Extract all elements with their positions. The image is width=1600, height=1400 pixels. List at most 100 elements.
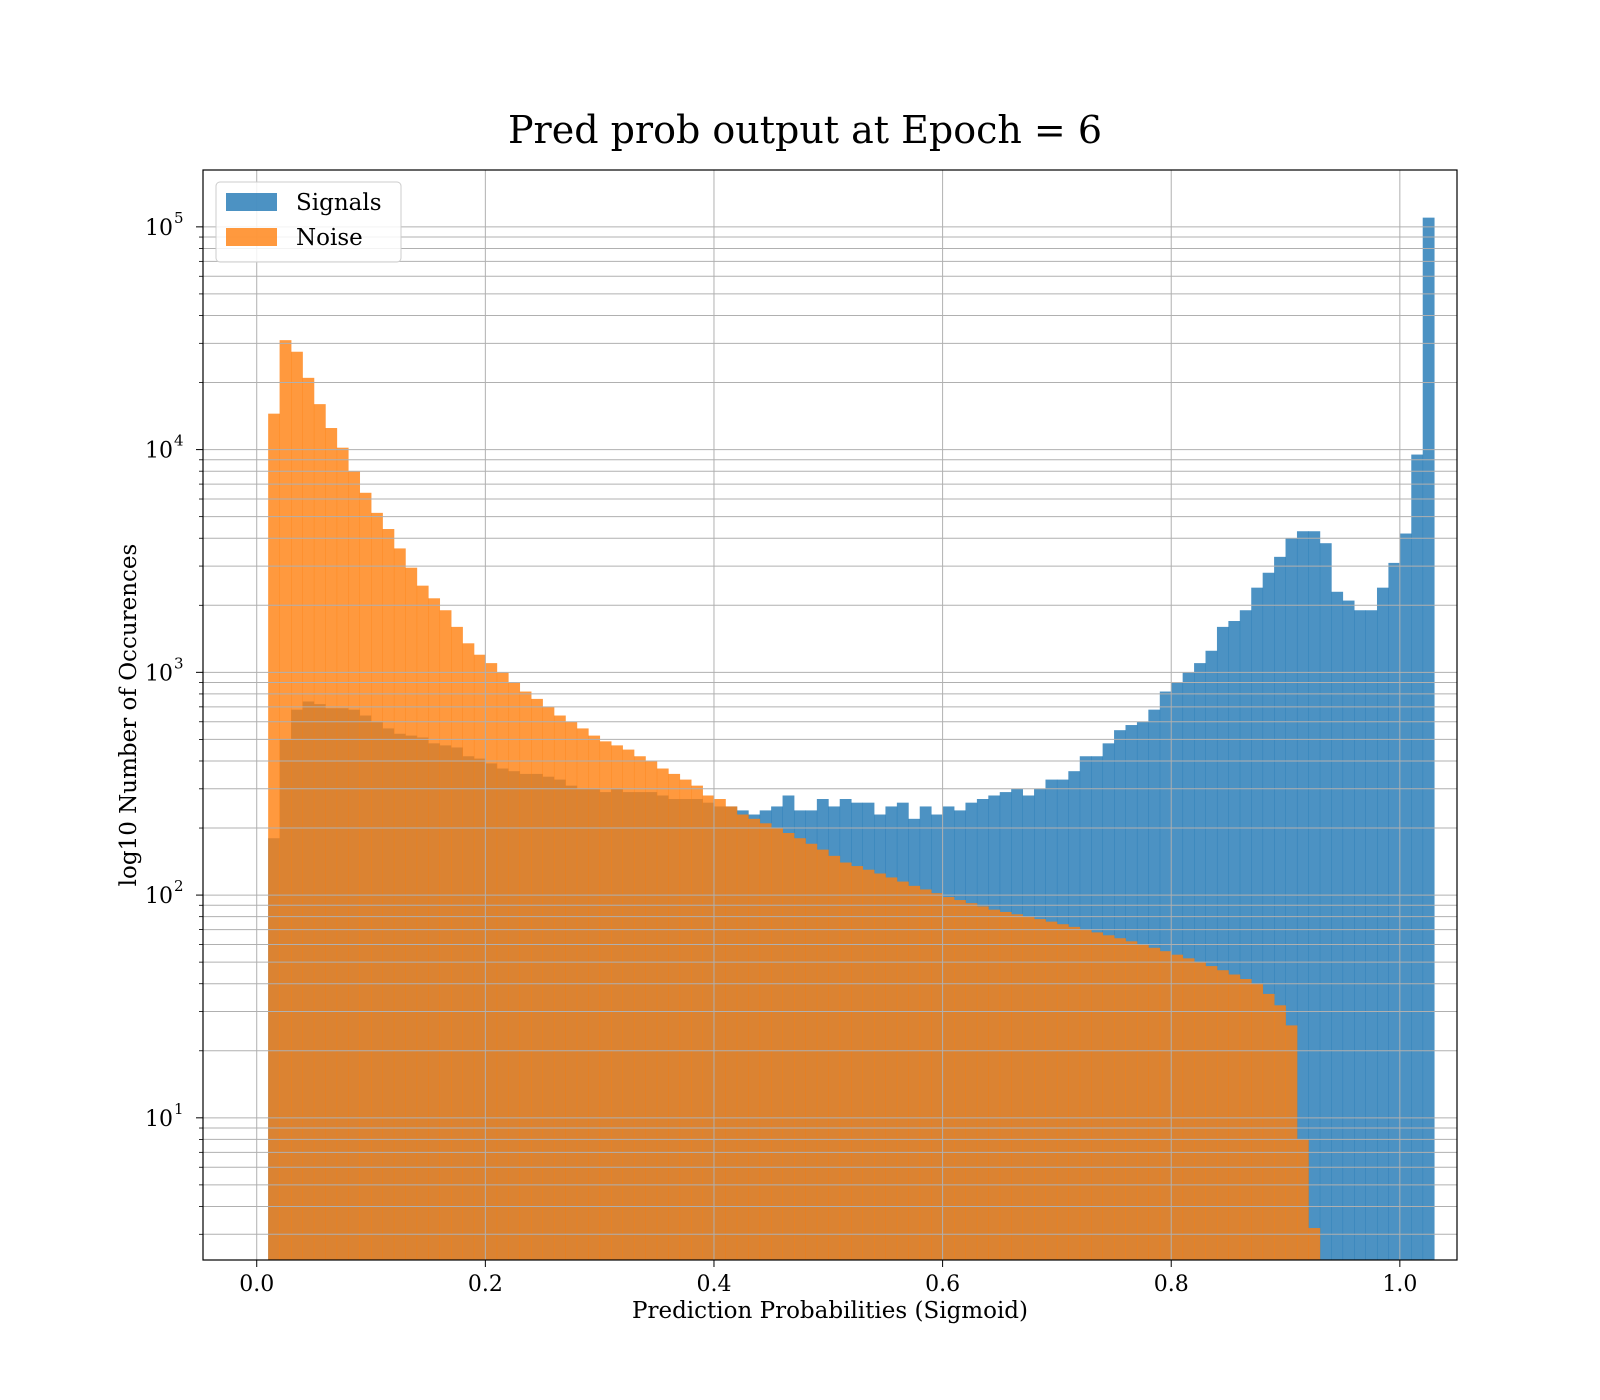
bar-signals [1251,587,1264,1260]
bar-signals [1216,626,1229,1260]
legend-swatch-noise [226,228,277,246]
bar-noise [348,471,361,1260]
bar-noise [1045,921,1058,1260]
bar-noise [942,897,955,1260]
bar-noise [439,610,452,1260]
x-axis-ticks: 0.0 0.2 0.4 0.6 0.8 1.0 [239,1260,1417,1297]
plot-frame [202,169,1458,1261]
bar-noise [371,512,383,1260]
x-tick-label: 0.2 [468,1272,503,1297]
bar-noise [268,413,280,1260]
bar-noise [1274,1005,1286,1260]
bar-noise [1091,932,1104,1260]
bar-noise [1262,993,1275,1260]
bar-noise [793,838,806,1260]
bar-noise [1011,914,1024,1260]
bar-noise [1068,926,1081,1260]
bar-noise [645,760,658,1260]
bar-noise [359,492,372,1260]
bar-noise [313,404,326,1260]
bar-noise [1251,983,1264,1260]
legend: Signals Noise [215,181,402,263]
x-tick-label: 1.0 [1382,1272,1417,1297]
y-axis-label: log10 Number of Occurences [116,544,142,887]
bar-noise [896,881,909,1260]
bar-noise [976,906,989,1260]
bar-noise [1022,916,1035,1260]
bar-noise [828,855,841,1260]
bar-signals [1205,650,1218,1260]
bar-signals [1411,454,1424,1260]
bar-noise [531,698,543,1260]
bar-signals [1331,591,1344,1260]
y-tick-exponent: 5 [174,209,184,227]
x-tick-label: 0.6 [925,1272,960,1297]
bar-noise [496,672,509,1260]
bar-noise [336,447,349,1260]
bar-signals [1194,663,1206,1260]
bar-signals [1422,217,1435,1260]
bar-noise [782,833,795,1260]
bar-noise [622,749,635,1260]
bar-noise [416,585,429,1260]
bar-signals [1365,610,1378,1260]
x-tick-label: 0.8 [1154,1272,1189,1297]
bar-noise [1056,924,1069,1260]
bar-noise [919,889,932,1260]
bar-noise [382,529,395,1260]
bar-noise [1194,962,1206,1260]
bar-noise [565,721,578,1260]
chart-title: Pred prob output at Epoch = 6 [508,108,1102,152]
bar-noise [1228,974,1241,1260]
bar-signals [1308,531,1321,1260]
bar-noise [816,849,829,1260]
bar-noise [553,715,566,1260]
bar-noise [1114,938,1126,1260]
bar-signals [1354,610,1366,1260]
bar-noise [748,818,761,1260]
legend-label-noise: Noise [296,225,363,251]
bar-noise [954,900,966,1260]
bar-noise [508,682,521,1260]
legend-label-signals: Signals [296,190,382,216]
bar-noise [519,691,532,1260]
y-tick-label: 10 [145,661,173,686]
bar-noise [291,351,303,1260]
bar-noise [1171,954,1184,1260]
bar-noise [908,885,921,1260]
bar-noise [1296,1139,1309,1260]
bar-noise [1136,944,1149,1260]
y-tick-label: 10 [145,216,173,241]
y-tick-exponent: 3 [174,654,184,672]
bar-noise [702,795,715,1260]
y-tick-label: 10 [145,1107,173,1132]
bar-noise [279,340,292,1260]
bar-noise [771,828,783,1260]
bar-noise [393,548,406,1260]
bar-signals [1239,610,1252,1260]
bar-noise [759,823,772,1260]
y-tick-exponent: 1 [174,1100,184,1118]
bar-noise [1239,979,1252,1260]
bar-noise [611,745,623,1260]
bar-noise [885,877,898,1260]
y-tick-exponent: 4 [174,432,184,450]
y-tick-label: 10 [145,884,173,909]
bar-noise [679,779,692,1260]
bar-noise [656,768,669,1260]
bar-noise [451,626,463,1260]
bar-signals [1285,538,1298,1260]
bar-signals [1228,621,1241,1260]
x-axis-label: Prediction Probabilities (Sigmoid) [632,1298,1028,1324]
bar-signals [1399,533,1412,1260]
grid-lines [203,170,1457,1260]
bar-noise [736,814,749,1260]
bar-noise [1034,919,1046,1260]
bar-noise [1205,966,1218,1260]
bar-noise [485,663,498,1260]
bar-noise [473,654,486,1260]
bar-noise [588,735,601,1260]
